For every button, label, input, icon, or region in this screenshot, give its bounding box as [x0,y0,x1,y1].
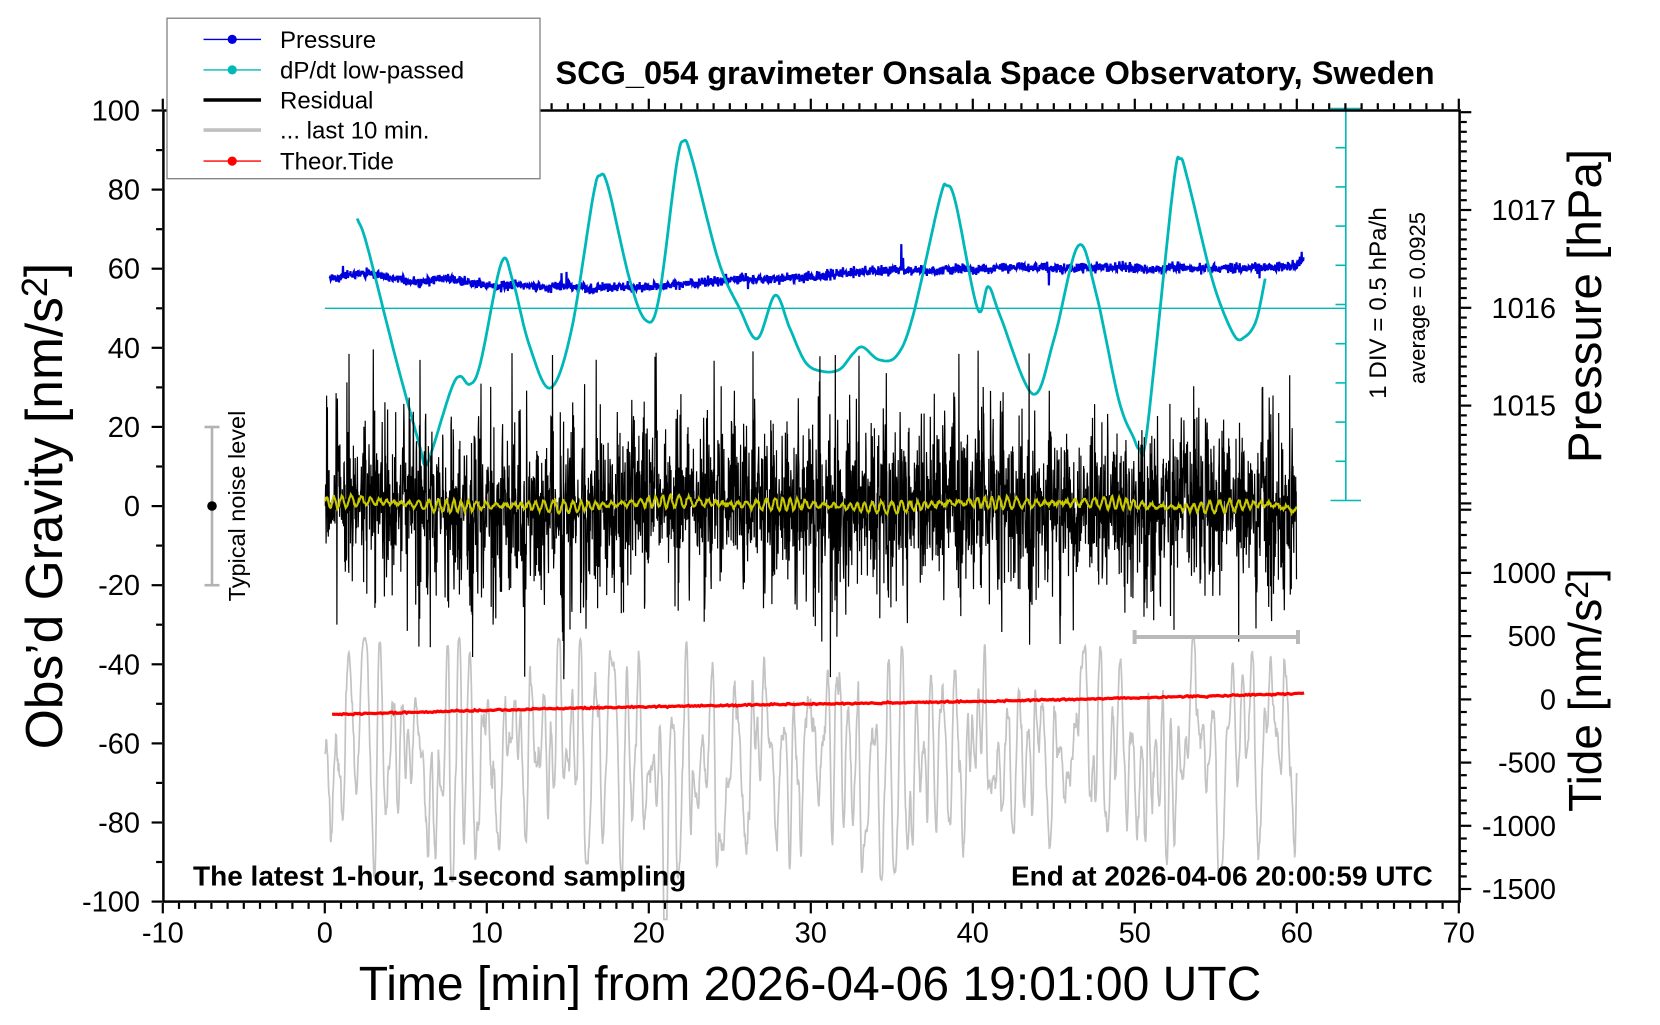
svg-text:100: 100 [92,96,140,128]
svg-text:0: 0 [124,491,140,523]
svg-text:500: 500 [1508,621,1556,653]
svg-text:1000: 1000 [1491,558,1556,590]
svg-text:Obs’d Gravity [nm/s2]: Obs’d Gravity [nm/s2] [14,263,73,750]
svg-text:40: 40 [108,333,140,365]
svg-text:The latest 1-hour, 1-second sa: The latest 1-hour, 1-second sampling [193,861,686,892]
svg-text:-10: -10 [142,918,184,950]
svg-text:50: 50 [1119,918,1151,950]
svg-text:dP/dt low-passed: dP/dt low-passed [280,57,464,84]
svg-text:1015: 1015 [1491,391,1556,423]
svg-text:40: 40 [957,918,989,950]
svg-text:1016: 1016 [1491,293,1556,325]
svg-text:1 DIV = 0.5 hPa/h: 1 DIV = 0.5 hPa/h [1365,207,1392,399]
svg-text:average = 0.0925: average = 0.0925 [1405,212,1430,384]
svg-text:Pressure [hPa]: Pressure [hPa] [1559,149,1612,463]
svg-text:Pressure: Pressure [280,27,376,54]
svg-text:... last 10 min.: ... last 10 min. [280,118,429,145]
svg-text:30: 30 [795,918,827,950]
svg-text:End at 2026-04-06 20:00:59 UTC: End at 2026-04-06 20:00:59 UTC [1011,861,1433,892]
svg-text:Theor.Tide: Theor.Tide [280,149,394,176]
svg-text:-20: -20 [98,570,140,602]
svg-text:80: 80 [108,175,140,207]
svg-text:-500: -500 [1498,748,1556,780]
svg-text:-100: -100 [82,887,140,919]
svg-text:0: 0 [1540,684,1556,716]
svg-text:-40: -40 [98,649,140,681]
svg-text:-80: -80 [98,807,140,839]
svg-text:20: 20 [108,412,140,444]
svg-text:Typical noise level: Typical noise level [224,411,250,602]
svg-text:-60: -60 [98,728,140,760]
svg-text:10: 10 [471,918,503,950]
svg-text:60: 60 [108,254,140,286]
svg-text:SCG_054 gravimeter Onsala Spac: SCG_054 gravimeter Onsala Space Observat… [555,55,1434,91]
svg-text:Residual: Residual [280,88,373,115]
svg-text:-1000: -1000 [1482,811,1556,843]
svg-text:Time [min] from 2026-04-06 19:: Time [min] from 2026-04-06 19:01:00 UTC [359,958,1262,1011]
svg-text:Tide [nm/s2]: Tide [nm/s2] [1559,568,1611,812]
svg-text:60: 60 [1281,918,1313,950]
svg-text:-1500: -1500 [1482,874,1556,906]
svg-text:20: 20 [633,918,665,950]
svg-text:1017: 1017 [1491,195,1556,227]
svg-text:70: 70 [1443,918,1475,950]
svg-text:0: 0 [317,918,333,950]
